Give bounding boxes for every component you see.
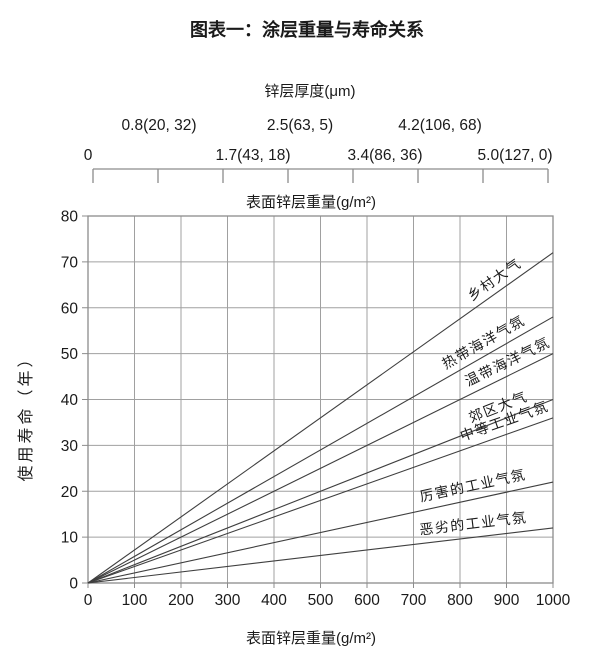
top-scale-label: 0.8(20, 32) <box>122 117 197 134</box>
x-tick-label: 0 <box>84 592 93 609</box>
top-scale-ruler: 0.8(20, 32) 2.5(63, 5) 4.2(106, 68) 0 1.7(43… <box>84 117 553 183</box>
series-line <box>87 481 554 584</box>
top-scale-label: 5.0(127, 0) <box>478 147 553 164</box>
top-scale-label: 2.5(63, 5) <box>267 117 333 134</box>
tick-labels: 0 100 200 300 400 500 600 700 800 900 1000 0 10 20 30 4… <box>61 209 571 610</box>
y-tick-label: 70 <box>61 254 79 271</box>
x-tick-label: 1000 <box>536 592 571 609</box>
x-tick-label: 500 <box>308 592 334 609</box>
series-line <box>87 316 554 584</box>
y-tick-label: 60 <box>61 300 79 317</box>
top-scale-title: 锌层厚度(μm) <box>264 83 355 100</box>
series-line <box>87 398 554 584</box>
y-tick-label: 80 <box>61 209 79 226</box>
series-line <box>87 417 554 584</box>
series-label: 厉害的工业气氛 <box>418 466 527 505</box>
series-line <box>87 353 554 584</box>
top-scale-label: 3.4(86, 36) <box>348 147 423 164</box>
plot-axes <box>82 215 554 588</box>
y-tick-label: 10 <box>61 530 79 547</box>
x-tick-label: 800 <box>447 592 473 609</box>
x-tick-label: 100 <box>122 592 148 609</box>
y-tick-label: 30 <box>61 438 79 455</box>
top-scale-label: 4.2(106, 68) <box>398 117 482 134</box>
x-tick-label: 600 <box>354 592 380 609</box>
top-scale-label: 0 <box>84 147 93 164</box>
x-tick-label: 200 <box>168 592 194 609</box>
top-scale-subtitle: 表面锌层重量(g/m²) <box>246 194 376 211</box>
x-tick-label: 300 <box>215 592 241 609</box>
series-line <box>87 252 554 584</box>
y-tick-label: 0 <box>69 576 78 593</box>
y-axis-title: 使用寿命（年） <box>17 348 35 481</box>
y-tick-label: 40 <box>61 392 79 409</box>
y-tick-label: 20 <box>61 484 79 501</box>
x-tick-label: 700 <box>401 592 427 609</box>
top-scale-label: 1.7(43, 18) <box>216 147 291 164</box>
y-tick-label: 50 <box>61 346 79 363</box>
series-lines <box>87 252 554 584</box>
series-line <box>87 527 554 584</box>
chart-title: 图表一：涂层重量与寿命关系 <box>190 19 424 40</box>
series-label: 恶劣的工业气氛 <box>419 509 529 538</box>
x-tick-label: 400 <box>261 592 287 609</box>
x-axis-title: 表面锌层重量(g/m²) <box>246 630 376 647</box>
x-tick-label: 900 <box>494 592 520 609</box>
